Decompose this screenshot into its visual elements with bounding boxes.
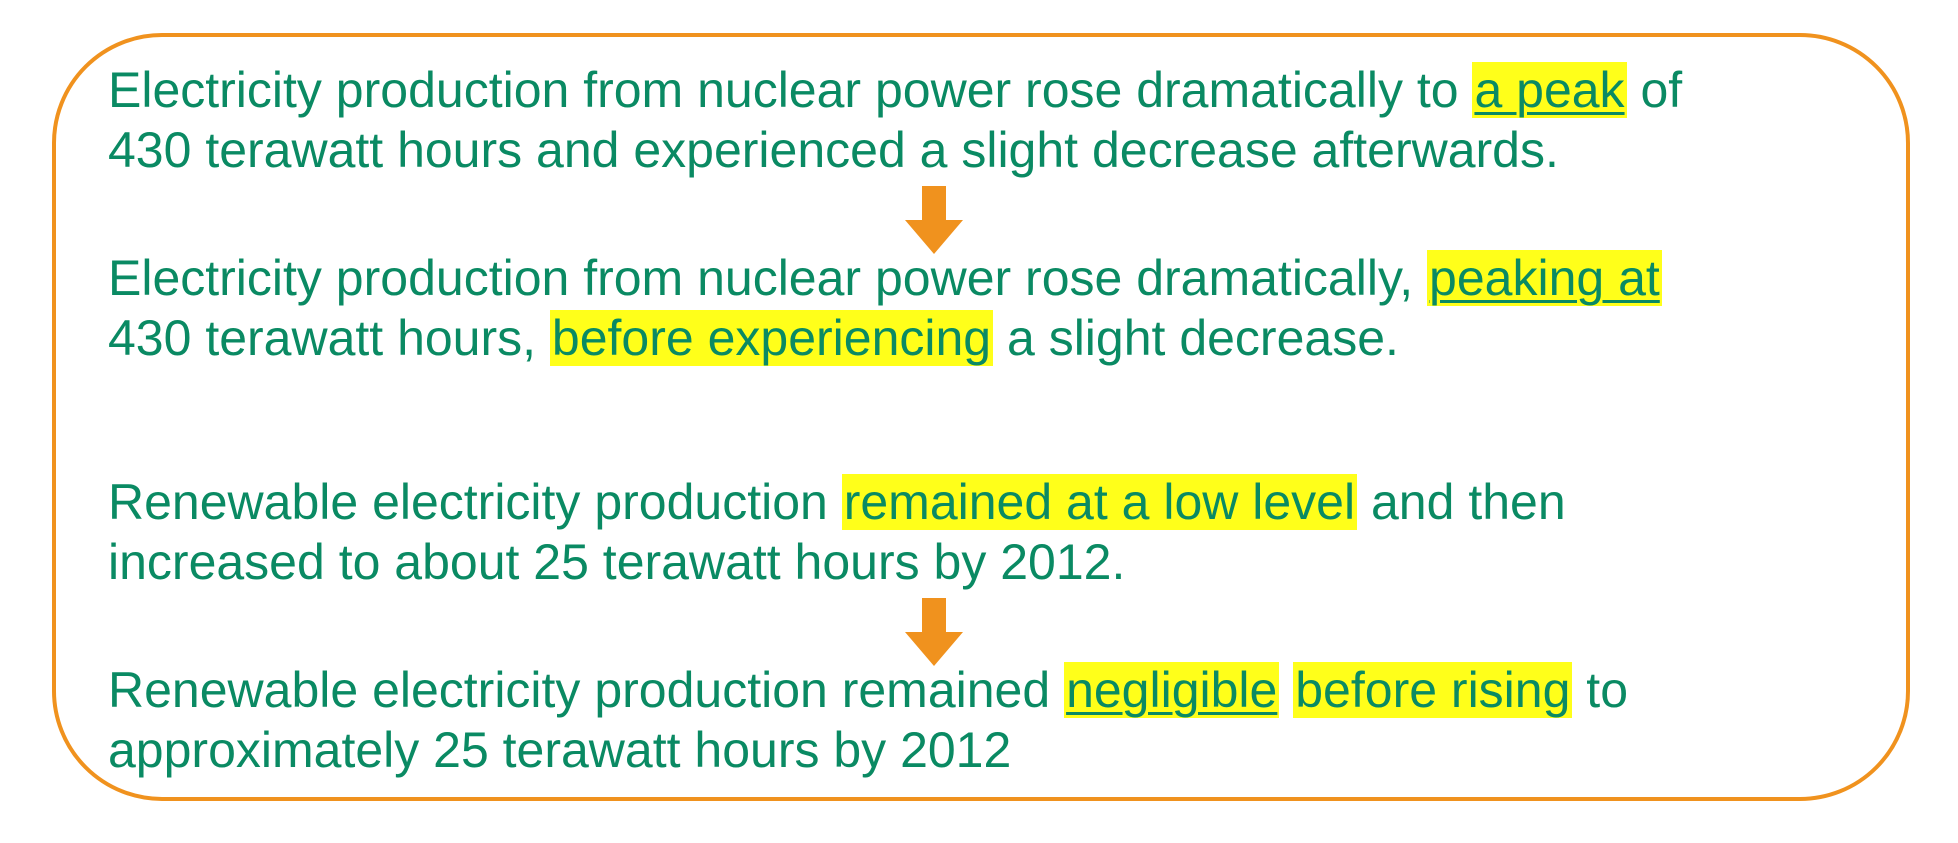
nuclear-revised-text: Electricity production from nuclear powe… <box>108 250 1428 306</box>
renewable-original-text: Renewable electricity production <box>108 474 842 530</box>
renewable-original-sentence: Renewable electricity production remaine… <box>108 472 1566 592</box>
nuclear-revised-sentence: Electricity production from nuclear powe… <box>108 248 1662 368</box>
highlight-negligible: negligible <box>1064 662 1280 718</box>
highlight-before-experiencing: before experiencing <box>549 310 994 366</box>
highlight-remained-at-a-low-level: remained at a low level <box>841 474 1358 530</box>
nuclear-original-text: 430 terawatt hours and experienced a sli… <box>108 122 1559 178</box>
highlight-peaking-at: peaking at <box>1427 250 1662 306</box>
renewable-revised-sentence: Renewable electricity production remaine… <box>108 660 1628 780</box>
nuclear-original-sentence: Electricity production from nuclear powe… <box>108 60 1682 180</box>
rounded-frame <box>52 33 1910 801</box>
renewable-revised-text: Renewable electricity production remaine… <box>108 662 1065 718</box>
down-arrow-icon <box>905 186 963 254</box>
renewable-revised-text: approximately 25 terawatt hours by 2012 <box>108 722 1012 778</box>
renewable-original-text: increased to about 25 terawatt hours by … <box>108 534 1126 590</box>
highlight-before-rising: before rising <box>1293 662 1573 718</box>
nuclear-original-text: of <box>1626 62 1683 118</box>
nuclear-revised-text: 430 terawatt hours, <box>108 310 550 366</box>
highlight-a-peak: a peak <box>1472 62 1627 118</box>
renewable-revised-text: to <box>1572 662 1628 718</box>
renewable-revised-text <box>1279 662 1293 718</box>
nuclear-original-text: Electricity production from nuclear powe… <box>108 62 1473 118</box>
renewable-original-text: and then <box>1357 474 1566 530</box>
down-arrow-icon <box>905 598 963 666</box>
nuclear-revised-text: a slight decrease. <box>993 310 1399 366</box>
